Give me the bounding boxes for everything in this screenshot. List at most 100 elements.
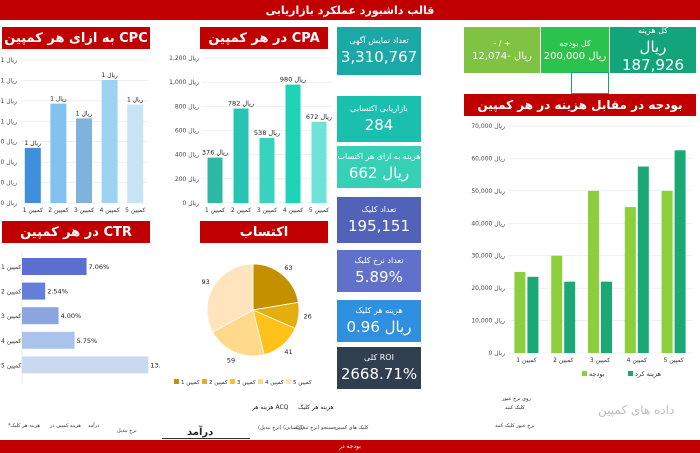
acq-title-text: اکتساب [239,224,289,240]
cpc-bar [24,147,41,203]
cpa-tile: هزینه به ازای هر اکتساب ریال 662 [337,146,421,188]
pie-data-label: 26 [303,313,311,321]
cpc-y-tick: 0 ریال [1,180,18,187]
cpc-y-tick: 0 ریال [1,200,18,207]
budget-x-tick: کمپین 3 [590,357,610,364]
dashboard-title: قالب داشبورد عملکرد بازاریابی [265,3,435,17]
ctr-title-text: در هر کمپین CTR [20,224,132,240]
cpa-title-text: در هر کمپین CPA [208,30,320,46]
cpc-x-tick: کمپین 3 [74,207,94,214]
cpc-value: ریال 0.96 [346,318,412,336]
ctr-bar [22,307,59,325]
budget-bar-budget [551,255,563,353]
pie-legend-label: کمپین 3 [237,379,256,386]
pie-slice [212,309,265,357]
cpa-y-tick: 0 ریال [183,200,200,207]
cpa-data-label: 782 ریال [228,100,254,108]
budget-x-tick: کمپین 1 [516,357,536,364]
cpa-bar-chart: 0 ریال 200 ریال 400 ریال 600 ریال 800 ریال 1,… [169,55,332,214]
difference-tile: - / + ریال -12,074 [464,27,540,73]
ctr-data-label: 4.00% [61,312,82,320]
budget-bar-cost [674,150,686,353]
budget-bar-budget [661,190,673,353]
cpa-y-tick: 800 ریال [175,103,199,110]
ctr-y-tick: کمپین 1 [1,264,21,271]
total-cost-tile: کل هزینه ریال 187,926 [610,26,696,74]
cpc-y-tick: 1 ریال [1,77,18,84]
bottom-budget-bar: بودجه در [0,440,700,453]
cpa-y-tick: 600 ریال [175,128,199,135]
budget-legend-swatch [582,371,587,376]
cpc-bar [50,103,67,203]
total-budget-tile: کل بودجه ریال 200,000 [541,27,609,73]
cpa-bar [207,157,223,203]
budget-title-text: بودجه در مقابل هزینه در هر کمپین [477,98,683,112]
budget-bar-cost [637,166,649,353]
cpc-bar [101,80,118,203]
cpc-x-tick: کمپین 5 [125,207,145,214]
budget-bar-budget [514,271,526,353]
budget-legend-label: بودجه [589,370,605,378]
small-label: نرخ عبور کلیک کنید [495,423,535,429]
total-budget-value: ریال 200,000 [543,50,607,62]
cpc-data-label: 1 ریال [25,140,42,147]
ctr-data-label: 5.75% [77,337,98,345]
roi-tile: کلی ROI 2668.71% [337,347,421,389]
budget-y-tick: 40,000 ریال [471,220,505,227]
ctr-data-label: 13.82% [150,361,160,369]
cpa-y-tick: 400 ریال [175,152,199,159]
cpa-x-tick: کمپین 5 [309,207,329,214]
cpc-x-tick: کمپین 2 [48,207,68,214]
cpc-y-tick: 0 ریال [1,159,18,166]
budget-bar-budget [624,207,636,353]
selected-cell[interactable] [571,72,609,94]
budget-y-tick: 20,000 ریال [471,285,505,292]
pie-data-label: 63 [284,264,292,272]
clicks-tile: تعداد کلیک 195,151 [337,197,421,243]
total-cost-label: کل هزینه [638,26,668,35]
cpa-y-tick: 200 ریال [175,176,199,183]
cpc-data-label: 1 ریال [101,72,118,79]
ctr-bar [22,331,75,349]
small-label: (ترخ تبدیل) جستجو [296,425,337,431]
cpc-y-tick: 1 ریال [1,118,18,125]
budget-x-tick: کمپین 2 [553,357,573,364]
pie-data-label: 93 [202,278,210,286]
clicks-value: 195,151 [347,217,411,235]
budget-y-tick: 30,000 ریال [471,253,505,260]
budget-bar-budget [588,190,599,353]
impressions-tile: تعداد نمایش آگهی 3,310,767 [337,27,421,75]
cpa-bar [259,137,275,203]
budget-y-tick: 0 ریال [489,350,506,357]
budget-y-tick: 10,000 ریال [471,318,505,325]
budget-y-tick: 50,000 ریال [471,188,505,195]
cpc-bar [76,118,92,203]
budget-bar-cost [564,281,576,353]
cpa-x-tick: کمپین 1 [205,207,225,214]
budget-x-tick: کمپین 5 [663,357,683,364]
small-label: کلیک های کمپین [335,425,369,431]
ctr-y-tick: کمپین 5 [1,362,21,369]
revenue-underline [162,438,250,439]
impressions-label: تعداد نمایش آگهی [349,36,409,45]
total-budget-label: کل بودجه [559,38,591,48]
ctr-data-label: 7.06% [89,263,110,271]
clicks-label: تعداد کلیک [361,205,397,214]
pie-legend-label: کمپین 5 [293,379,312,386]
ctr-chart-title: در هر کمپین CTR [2,221,150,243]
difference-label: - / + [493,38,511,48]
cpa-bar [311,121,327,203]
cpc-title-text: به ازای هر کمپین CPC [4,30,148,46]
cpc-y-tick: 0 ریال [1,139,18,146]
pie-legend-swatch [286,379,291,384]
budget-legend-label: هزینه کرد [635,370,661,378]
cpa-data-label: 376 ریال [202,149,228,157]
budget-bar-cost [527,276,539,353]
pie-legend-swatch [230,379,235,384]
pie-legend-label: کمپین 1 [181,379,200,386]
small-label: هزینه کمپین در [50,423,81,429]
pie-slice [206,263,254,333]
ctr-label: تعداد نرخ کلیک [354,256,404,265]
budget-y-tick: 70,000 ریال [471,123,505,130]
cpc-x-tick: کمپین 4 [99,207,119,214]
